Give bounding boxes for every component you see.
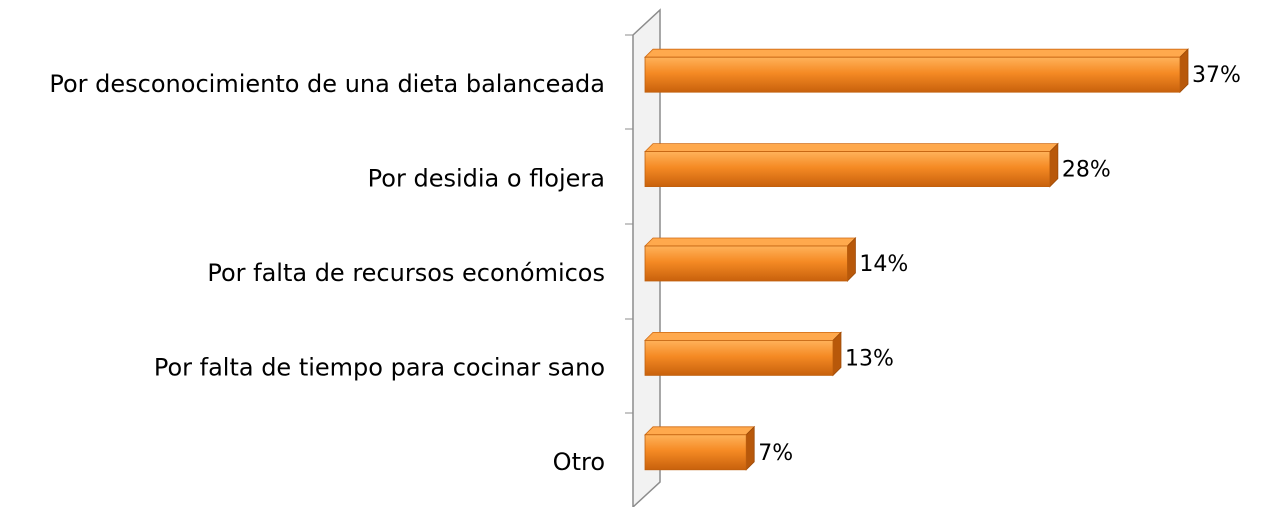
bar-face <box>644 339 834 376</box>
bar-face <box>644 48 1189 58</box>
category-label: Por desconocimiento de una dieta balance… <box>49 70 605 98</box>
bar-face <box>847 237 856 282</box>
bar <box>644 142 1059 188</box>
bar-face <box>644 56 1181 93</box>
bar-face <box>644 331 842 341</box>
bar <box>644 425 756 471</box>
bar-face <box>644 143 1059 153</box>
value-label: 28% <box>1062 158 1111 183</box>
value-label: 14% <box>859 252 908 277</box>
category-label: Por falta de tiempo para cocinar sano <box>154 353 605 381</box>
bar-face <box>1179 48 1189 94</box>
bar-face <box>1049 142 1059 188</box>
category-label: Otro <box>553 448 605 476</box>
category-label: Por falta de recursos económicos <box>207 259 605 287</box>
bar-face <box>644 237 857 247</box>
bar <box>644 237 857 282</box>
bar-face <box>644 434 747 471</box>
bar-face <box>832 331 842 377</box>
bar <box>644 331 842 377</box>
value-label: 13% <box>845 346 894 371</box>
bar-face <box>644 151 1051 188</box>
bar-face <box>644 426 756 436</box>
bar <box>644 48 1189 94</box>
value-label: 7% <box>758 441 793 466</box>
bar-face <box>745 425 755 471</box>
bar-face <box>644 245 848 282</box>
value-label: 37% <box>1192 63 1241 88</box>
category-label: Por desidia o flojera <box>368 165 605 193</box>
